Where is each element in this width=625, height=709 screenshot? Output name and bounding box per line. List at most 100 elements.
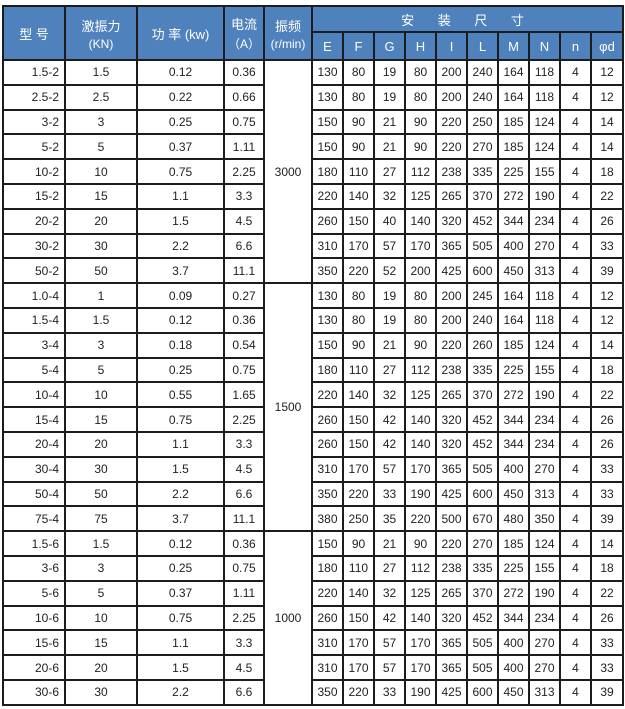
dimension-cell: 265 xyxy=(435,182,468,210)
current-cell: 0.36 xyxy=(223,59,265,86)
col-header-current: 电流 （A） xyxy=(223,5,265,61)
dimension-cell: 450 xyxy=(497,678,530,706)
dimension-cell: 335 xyxy=(466,158,499,185)
force-cell: 30 xyxy=(64,232,138,260)
dimension-cell: 190 xyxy=(528,381,561,409)
dimension-cell: 225 xyxy=(497,554,530,582)
table-row: 30-6 30 2.2 6.6 350 220 33 190 425 600 450 313 4 39 xyxy=(2,678,624,706)
dimension-cell: 238 xyxy=(435,356,468,384)
motor-spec-table: 型 号 激振力 (KN) 功 率 (kw) 电流 （A） 振频 (r/min) … xyxy=(2,5,624,706)
dimension-cell: 80 xyxy=(342,282,375,309)
force-cell: 20 xyxy=(64,207,138,235)
dimension-cell: 32 xyxy=(373,381,406,409)
dimension-cell: 190 xyxy=(404,480,437,508)
model-cell: 5-6 xyxy=(2,579,66,607)
dimension-cell: 164 xyxy=(497,282,530,309)
col-header-force-unit: (KN) xyxy=(88,36,114,51)
model-cell: 5-2 xyxy=(2,133,66,161)
current-cell: 3.3 xyxy=(223,629,265,657)
dimension-cell: 12 xyxy=(590,83,624,111)
current-cell: 0.27 xyxy=(223,282,265,309)
current-cell: 11.1 xyxy=(223,505,265,533)
power-cell: 2.2 xyxy=(136,678,225,706)
model-cell: 15-4 xyxy=(2,406,66,433)
force-cell: 50 xyxy=(64,480,138,508)
model-cell: 50-4 xyxy=(2,480,66,508)
power-cell: 1.5 xyxy=(136,207,225,235)
dimension-cell: 260 xyxy=(311,207,344,235)
dimension-cell: 170 xyxy=(404,629,437,657)
dimension-cell: 670 xyxy=(466,505,499,533)
model-cell: 1.5-2 xyxy=(2,59,66,86)
col-header-model: 型 号 xyxy=(2,5,66,61)
table-row: 3-2 3 0.25 0.75 150 90 21 90 220 250 185 124 4 14 xyxy=(2,108,624,136)
power-cell: 0.12 xyxy=(136,530,225,557)
dimension-cell: 4 xyxy=(559,381,592,409)
dimension-cell: 4 xyxy=(559,158,592,185)
dimension-cell: 260 xyxy=(466,331,499,359)
dimension-cell: 118 xyxy=(528,59,561,86)
dimension-cell: 310 xyxy=(311,629,344,657)
dimension-cell: 80 xyxy=(342,83,375,111)
table-row: 1.5-6 1.5 0.12 0.36 1000 150 90 21 90 220 270 185 12… xyxy=(2,530,624,706)
force-cell: 10 xyxy=(64,381,138,409)
dimension-cell: 452 xyxy=(466,430,499,458)
dimension-cell: 4 xyxy=(559,207,592,235)
dimension-cell: 234 xyxy=(528,207,561,235)
dimension-cell: 80 xyxy=(404,306,437,334)
dimension-cell: 335 xyxy=(466,554,499,582)
dimension-cell: 118 xyxy=(528,306,561,334)
dimension-cell: 26 xyxy=(590,207,624,235)
dimension-cell: 380 xyxy=(311,505,344,533)
dimension-cell: 270 xyxy=(466,133,499,161)
power-cell: 2.2 xyxy=(136,232,225,260)
table-row: 10-4 10 0.55 1.65 220 140 32 125 265 370 272 190 4 22 xyxy=(2,381,624,409)
model-cell: 30-6 xyxy=(2,678,66,706)
table-row: 1.5-2 1.5 0.12 0.36 3000 130 80 19 80 200 240 164 11… xyxy=(2,58,624,285)
dimension-cell: 90 xyxy=(342,133,375,161)
dimension-cell: 335 xyxy=(466,356,499,384)
dimension-cell: 450 xyxy=(497,480,530,508)
dimension-cell: 33 xyxy=(373,480,406,508)
power-cell: 2.2 xyxy=(136,480,225,508)
force-cell: 1.5 xyxy=(64,59,138,86)
dimension-cell: 110 xyxy=(342,356,375,384)
current-cell: 0.75 xyxy=(223,108,265,136)
dimension-cell: 4 xyxy=(559,678,592,706)
dimension-cell: 320 xyxy=(435,604,468,632)
dimension-cell: 22 xyxy=(590,182,624,210)
table-row: 3-4 3 0.18 0.54 150 90 21 90 220 260 185 124 4 14 xyxy=(2,331,624,359)
dimension-cell: 150 xyxy=(342,430,375,458)
table-row: 5-2 5 0.37 1.11 150 90 21 90 220 270 185 124 4 14 xyxy=(2,133,624,161)
dimension-cell: 26 xyxy=(590,406,624,433)
dimension-cell: 272 xyxy=(497,182,530,210)
dimension-cell: 12 xyxy=(590,59,624,86)
dimension-cell: 12 xyxy=(590,282,624,309)
table-row: 10-6 10 0.75 2.25 260 150 42 140 320 452 344 234 4 26 xyxy=(2,604,624,632)
dimension-cell: 21 xyxy=(373,331,406,359)
table-row: 30-2 30 2.2 6.6 310 170 57 170 365 505 400 270 4 33 xyxy=(2,232,624,260)
dimension-cell: 344 xyxy=(497,207,530,235)
col-header-dim-M: M xyxy=(497,31,530,61)
dimension-cell: 130 xyxy=(311,59,344,86)
dimension-cell: 14 xyxy=(590,530,624,557)
dimension-cell: 57 xyxy=(373,232,406,260)
dimension-cell: 19 xyxy=(373,282,406,309)
force-cell: 3 xyxy=(64,108,138,136)
dimension-cell: 270 xyxy=(528,629,561,657)
dimension-cell: 505 xyxy=(466,455,499,483)
force-cell: 10 xyxy=(64,158,138,185)
current-cell: 4.5 xyxy=(223,455,265,483)
col-header-dimensions-title: 安 装 尺 寸 xyxy=(311,5,624,33)
dimension-cell: 4 xyxy=(559,654,592,681)
model-cell: 10-6 xyxy=(2,604,66,632)
force-cell: 15 xyxy=(64,182,138,210)
dimension-cell: 27 xyxy=(373,158,406,185)
current-cell: 1.11 xyxy=(223,133,265,161)
dimension-cell: 265 xyxy=(435,579,468,607)
model-cell: 50-2 xyxy=(2,257,66,285)
dimension-cell: 170 xyxy=(404,455,437,483)
dimension-cell: 26 xyxy=(590,604,624,632)
dimension-cell: 4 xyxy=(559,133,592,161)
model-cell: 3-4 xyxy=(2,331,66,359)
